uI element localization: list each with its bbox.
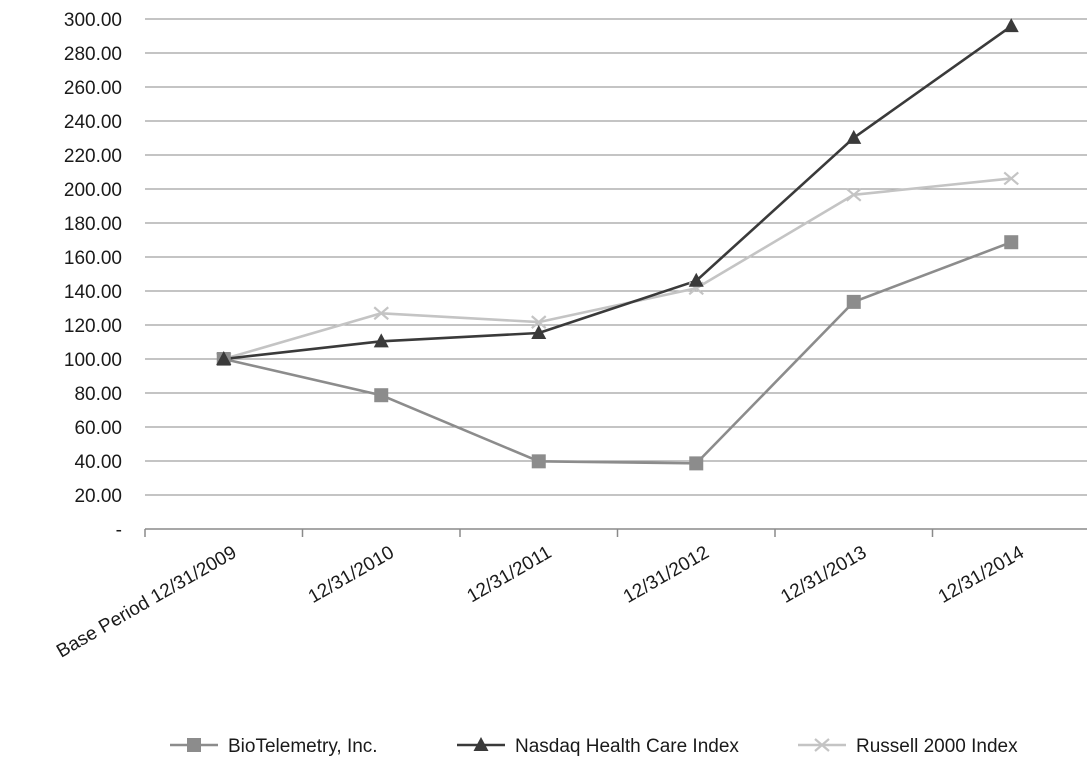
y-tick-label: 180.00 [64,214,122,235]
series-markers [216,18,1019,471]
y-tick-label: 220.00 [64,146,122,167]
legend-item-biotelemetry-inc: BioTelemetry, Inc. [170,736,378,757]
x-axis [144,528,1087,537]
data-point-russell-2000-index [531,315,547,329]
data-point-nasdaq-health-care-index [1003,18,1019,33]
x-tick-label: 12/31/2013 [777,542,870,608]
data-point-nasdaq-health-care-index [846,129,862,144]
y-tick-labels: - 20.00 40.00 60.00 80.00 100.00 120.00 140.00 1… [64,10,122,541]
x-tick-label: 12/31/2011 [464,542,556,607]
data-point-russell-2000-index [1003,171,1019,186]
data-point-biotelemetry-inc [846,294,861,309]
legend-label: BioTelemetry, Inc. [228,736,378,757]
y-tick-label: 40.00 [74,452,122,473]
legend-marker [473,737,489,751]
series-line-russell-2000-index [223,177,1012,361]
legend-label: Russell 2000 Index [856,736,1018,757]
series-line-nasdaq-health-care-index [223,25,1013,361]
x-tick-label: Base Period 12/31/2009 [53,542,240,662]
y-tick-label: 260.00 [64,78,122,99]
series-lines [223,25,1013,465]
data-point-nasdaq-health-care-index [531,324,547,339]
x-tick-labels: Base Period 12/31/2009 12/31/2010 12/31/20… [53,542,1028,662]
y-tick-label: 280.00 [64,44,122,65]
data-point-russell-2000-index [846,187,862,202]
data-point-nasdaq-health-care-index [688,272,704,287]
legend-item-russell-2000-index: Russell 2000 Index [798,736,1018,757]
legend-label: Nasdaq Health Care Index [515,736,739,757]
x-tick-label: 12/31/2014 [935,542,1028,608]
y-tick-label: 100.00 [64,350,122,371]
data-point-nasdaq-health-care-index [216,351,232,365]
data-point-biotelemetry-inc [374,388,389,403]
y-tick-label: 20.00 [74,486,122,507]
data-point-nasdaq-health-care-index [373,333,389,348]
data-point-biotelemetry-inc [1004,235,1019,250]
y-tick-label: - [116,520,122,541]
y-tick-label: 160.00 [64,248,122,269]
y-tick-label: 120.00 [64,316,122,337]
legend-item-nasdaq-health-care-index: Nasdaq Health Care Index [457,736,739,757]
legend-marker [187,738,201,752]
legend-marker [814,738,830,752]
y-tick-label: 80.00 [74,384,122,405]
y-tick-label: 300.00 [64,10,122,31]
y-tick-label: 60.00 [74,418,122,439]
y-tick-label: 240.00 [64,112,122,133]
grid-lines [145,18,1087,496]
y-tick-label: 200.00 [64,180,122,201]
data-point-biotelemetry-inc [531,454,546,469]
series-line-biotelemetry-inc [223,240,1012,465]
x-tick-label: 12/31/2012 [620,542,713,608]
y-tick-label: 140.00 [64,282,122,303]
data-point-biotelemetry-inc [689,456,704,471]
data-point-russell-2000-index [373,306,389,321]
x-tick-label: 12/31/2010 [305,542,398,608]
legend: BioTelemetry, Inc. Nasdaq Health Care Ind… [170,736,1018,757]
